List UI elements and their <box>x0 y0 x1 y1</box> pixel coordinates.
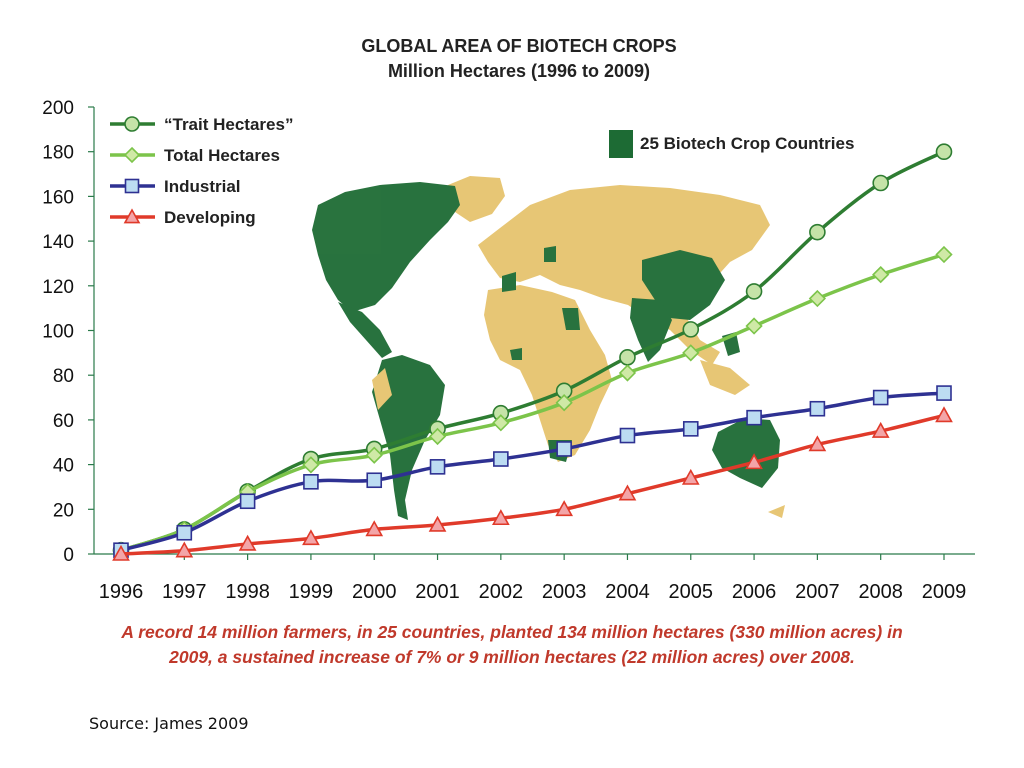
caption-line-1: A record 14 million farmers, in 25 count… <box>121 622 903 642</box>
data-point <box>175 541 194 558</box>
y-tick-label: 40 <box>53 456 74 477</box>
legend: “Trait Hectares” Total Hectares Industrial… <box>110 115 293 227</box>
caption: A record 14 million farmers, in 25 count… <box>0 620 1024 670</box>
legend-marker <box>123 146 141 164</box>
data-point <box>238 534 257 551</box>
series-line <box>120 391 945 552</box>
x-tick-label: 2008 <box>858 581 903 603</box>
x-tick-label: 1998 <box>225 581 270 603</box>
data-point <box>429 459 446 475</box>
x-tick-label: 2009 <box>922 581 967 603</box>
data-point <box>872 265 890 284</box>
legend-label: Industrial <box>164 177 241 196</box>
data-point <box>618 364 637 382</box>
y-tick-label: 100 <box>42 322 74 343</box>
data-point <box>936 385 952 401</box>
data-point <box>682 344 700 362</box>
x-tick-label: 2007 <box>795 581 840 603</box>
caption-line-2: 2009, a sustained increase of 7% or 9 mi… <box>169 647 855 667</box>
data-point <box>239 493 256 510</box>
data-point <box>745 283 763 300</box>
data-point <box>302 456 320 474</box>
x-tick-label: 2000 <box>352 581 397 603</box>
y-tick-label: 0 <box>63 545 74 566</box>
data-point <box>681 468 700 485</box>
legend-item: Total Hectares <box>110 146 280 165</box>
data-point <box>808 435 827 452</box>
data-point <box>682 421 699 437</box>
data-point <box>809 400 826 417</box>
y-tick-label: 20 <box>53 500 74 521</box>
x-tick-label: 2003 <box>542 581 587 603</box>
source-note: Source: James 2009 <box>89 714 249 733</box>
data-point <box>682 321 700 338</box>
data-point <box>556 441 572 457</box>
x-tick-label: 2005 <box>669 581 714 603</box>
chart: GLOBAL AREA OF BIOTECH CROPS Million Hec… <box>42 36 975 603</box>
data-point <box>935 143 953 160</box>
world-map <box>312 176 785 520</box>
data-point <box>366 472 383 489</box>
y-tick-label: 140 <box>42 232 74 253</box>
data-point <box>302 529 320 546</box>
data-point <box>492 414 510 432</box>
legend-marker <box>124 116 140 132</box>
data-point <box>872 389 889 406</box>
data-point <box>112 544 130 561</box>
x-tick-label: 1996 <box>99 581 144 603</box>
legend-label: Developing <box>164 208 256 227</box>
y-axis: 0 20 40 60 80 100 120 140 160 180 200 <box>42 98 95 566</box>
chart-subtitle: Million Hectares (1996 to 2009) <box>388 61 650 81</box>
series-2 <box>113 385 952 559</box>
legend-label: “Trait Hectares” <box>164 115 293 134</box>
data-point <box>493 451 509 467</box>
map-legend-swatch <box>609 130 633 158</box>
data-point <box>808 289 827 308</box>
data-point <box>871 421 890 438</box>
y-tick-label: 200 <box>42 98 74 119</box>
y-tick-label: 60 <box>53 411 74 432</box>
legend-marker <box>124 178 140 194</box>
map-legend-label: 25 Biotech Crop Countries <box>640 134 854 153</box>
map-legend: 25 Biotech Crop Countries <box>609 130 854 158</box>
legend-marker <box>123 208 141 224</box>
x-tick-label: 1999 <box>289 581 334 603</box>
legend-item: Developing <box>110 208 256 227</box>
y-tick-label: 180 <box>42 143 74 164</box>
data-point <box>746 409 762 426</box>
data-point <box>935 245 953 264</box>
data-point <box>428 515 447 532</box>
x-tick-label: 2006 <box>732 581 777 603</box>
data-point <box>745 317 763 335</box>
data-point <box>745 453 763 470</box>
data-point <box>176 524 193 541</box>
data-point <box>365 520 384 537</box>
data-point <box>935 406 953 423</box>
data-point <box>555 500 574 517</box>
data-point <box>428 427 447 446</box>
data-point <box>491 509 510 526</box>
y-tick-label: 120 <box>42 277 74 298</box>
data-point <box>872 174 889 192</box>
data-point <box>809 223 826 241</box>
data-point <box>555 394 573 412</box>
x-tick-label: 1997 <box>162 581 207 603</box>
series-layer <box>112 143 953 561</box>
x-tick-label: 2001 <box>415 581 460 603</box>
x-axis: 1996 1997 1998 1999 2000 2001 2002 2003 2004 2005… <box>94 553 975 603</box>
chart-title: GLOBAL AREA OF BIOTECH CROPS <box>361 36 676 56</box>
series-3 <box>112 406 953 561</box>
y-tick-label: 160 <box>42 187 74 208</box>
data-point <box>365 446 383 464</box>
legend-item: Industrial <box>110 177 241 196</box>
data-point <box>303 474 319 490</box>
x-tick-label: 2004 <box>605 581 650 603</box>
data-point <box>619 427 636 444</box>
legend-item: “Trait Hectares” <box>110 115 293 134</box>
y-tick-label: 80 <box>53 366 74 387</box>
legend-label: Total Hectares <box>164 146 280 165</box>
x-tick-label: 2002 <box>479 581 524 603</box>
data-point <box>619 349 636 366</box>
data-point <box>618 484 637 501</box>
